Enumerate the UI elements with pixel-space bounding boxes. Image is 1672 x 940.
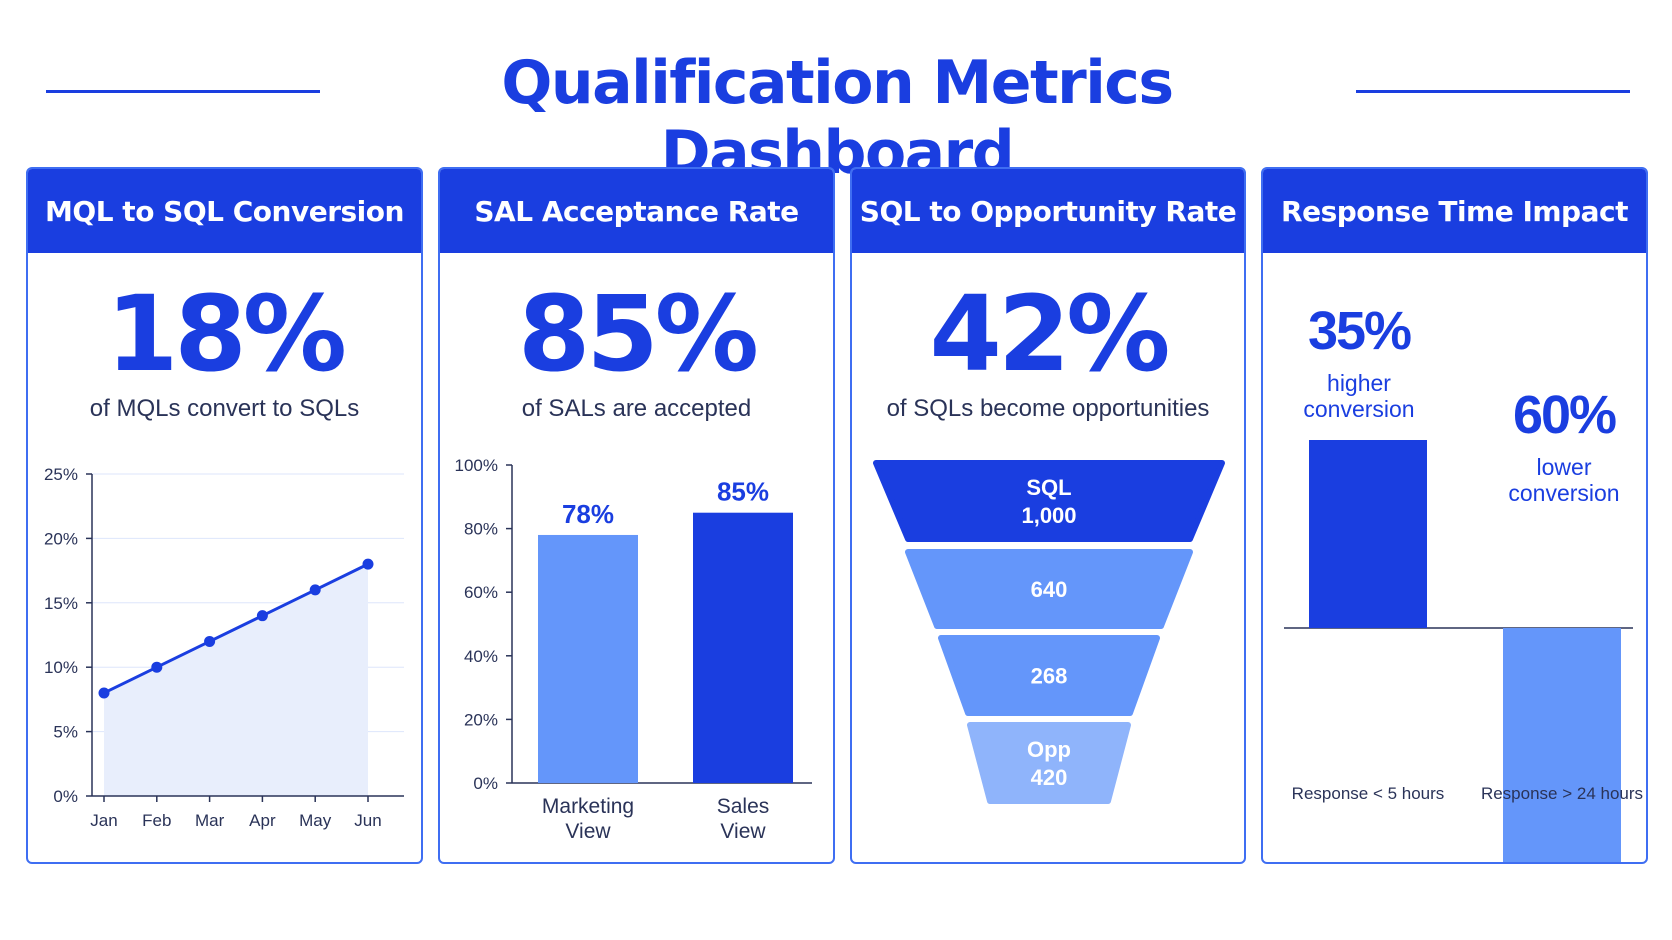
funnel-stage-label: SQL	[1026, 475, 1071, 500]
bar	[1309, 440, 1427, 628]
funnel-stage-label: 1,000	[1021, 503, 1076, 528]
card-header: SAL Acceptance Rate	[440, 169, 833, 253]
value-label: 35%	[1308, 301, 1411, 361]
annotation-label: higher	[1327, 370, 1391, 396]
bar-chart: 0%20%40%60%80%100%78%MarketingView85%Sal…	[455, 456, 812, 843]
card-header: MQL to SQL Conversion	[28, 169, 421, 253]
metric-caption: of SQLs become opportunities	[886, 395, 1210, 422]
funnel-stage-label: 420	[1031, 765, 1068, 790]
x-category-label: View	[720, 820, 766, 843]
data-point	[151, 661, 163, 673]
title-rule-left	[46, 90, 320, 93]
annotation-label: conversion	[1508, 480, 1619, 506]
funnel-stage-label: 640	[1031, 577, 1068, 602]
funnel-stage	[905, 549, 1193, 629]
headline-metric: 18%	[106, 273, 347, 395]
y-tick-label: 5%	[53, 723, 78, 742]
y-tick-label: 15%	[44, 594, 78, 613]
card-sql-to-opportunity: SQL to Opportunity Rate 42% of SQLs beco…	[850, 167, 1246, 864]
funnel-stage-label: 268	[1031, 664, 1068, 689]
funnel-stage	[967, 722, 1131, 804]
page-title: Qualification Metrics Dashboard	[501, 48, 1174, 188]
area-fill	[104, 564, 368, 796]
dashboard-header: Qualification Metrics Dashboard	[0, 40, 1672, 188]
line-chart: 0% 5% 10% 15% 20% 25% Jan Feb Mar Apr May Jun	[44, 465, 404, 830]
x-tick-label: May	[299, 811, 332, 830]
funnel-stage	[873, 460, 1225, 542]
funnel-stage	[938, 635, 1160, 716]
x-tick-label: Jun	[354, 811, 381, 830]
y-tick-label: 25%	[44, 465, 78, 484]
headline-metric: 42%	[929, 273, 1171, 395]
headline-metric: 85%	[518, 273, 759, 395]
y-tick-label: 60%	[464, 583, 498, 602]
metric-caption: of MQLs convert to SQLs	[89, 395, 360, 422]
x-tick-label: Jan	[90, 811, 117, 830]
y-tick-label: 20%	[464, 710, 498, 729]
series-line	[103, 562, 369, 695]
x-tick-label: Mar	[195, 811, 225, 830]
card-header: Response Time Impact	[1263, 169, 1646, 253]
funnel-stage-label: Opp	[1027, 737, 1071, 762]
data-point	[362, 558, 374, 570]
x-category-label: Response < 5 hours	[1292, 784, 1445, 803]
y-tick-label: 40%	[464, 647, 498, 666]
bar	[1503, 628, 1621, 862]
y-tick-label: 0%	[53, 787, 78, 806]
data-point	[256, 610, 268, 622]
metric-caption: of SALs are accepted	[521, 395, 752, 422]
x-category-label: Marketing	[542, 795, 634, 818]
title-rule-right	[1356, 90, 1630, 93]
bar	[538, 534, 638, 783]
bar-value-label: 85%	[717, 477, 769, 507]
x-tick-label: Feb	[142, 811, 171, 830]
bar	[693, 512, 793, 783]
card-response-time: Response Time Impact Response < 5 hours R…	[1261, 167, 1648, 864]
y-tick-label: 20%	[44, 529, 78, 548]
card-mql-to-sql: MQL to SQL Conversion 18% of MQLs conver…	[26, 167, 423, 864]
card-header: SQL to Opportunity Rate	[852, 169, 1244, 253]
value-label: 60%	[1513, 385, 1616, 445]
y-tick-label: 80%	[464, 520, 498, 539]
bar-value-label: 78%	[562, 499, 614, 529]
data-point	[204, 635, 216, 647]
diverging-bar-chart: Response < 5 hours Response > 24 hours 35%…	[1284, 301, 1643, 862]
x-category-label: Sales	[717, 795, 770, 818]
x-tick-label: Apr	[249, 811, 276, 830]
annotation-label: lower	[1537, 454, 1592, 480]
data-point	[98, 687, 110, 699]
data-point	[309, 584, 321, 596]
funnel-chart: SQL 1,000 640 268 Opp 420	[873, 460, 1225, 804]
y-tick-label: 0%	[473, 774, 498, 793]
x-category-label: View	[565, 820, 611, 843]
annotation-label: conversion	[1303, 396, 1414, 422]
y-tick-label: 10%	[44, 658, 78, 677]
y-tick-label: 100%	[455, 456, 498, 475]
card-sal-acceptance: SAL Acceptance Rate 85% of SALs are acce…	[438, 167, 835, 864]
x-category-label: Response > 24 hours	[1481, 784, 1643, 803]
